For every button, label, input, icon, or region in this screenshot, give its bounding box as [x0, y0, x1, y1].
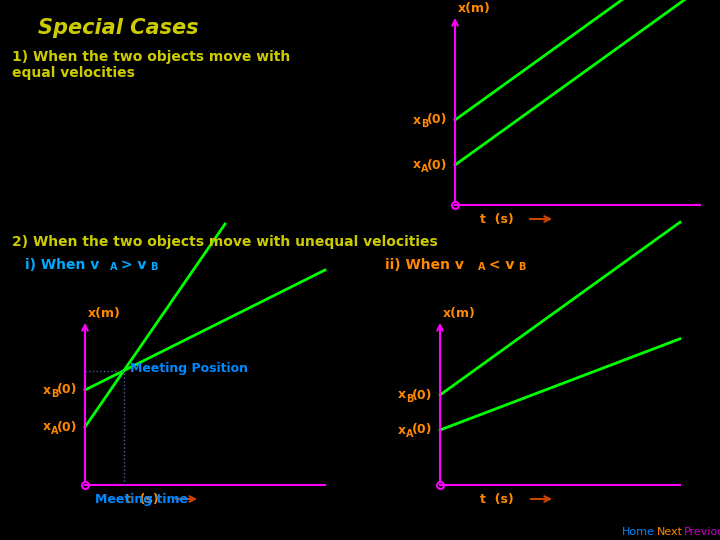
Text: t  (s): t (s) — [480, 492, 514, 505]
Text: i) When v: i) When v — [25, 258, 99, 272]
Text: t  (s): t (s) — [480, 213, 514, 226]
Text: (0): (0) — [427, 159, 448, 172]
Text: (0): (0) — [412, 388, 433, 402]
Text: x(m): x(m) — [88, 307, 121, 320]
Text: B: B — [406, 394, 413, 404]
Text: 2) When the two objects move with unequal velocities: 2) When the two objects move with unequa… — [12, 235, 438, 249]
Text: x: x — [398, 388, 406, 402]
Text: t  (s): t (s) — [125, 492, 158, 505]
Text: ii) When v: ii) When v — [385, 258, 464, 272]
Text: A: A — [421, 164, 428, 174]
Text: A: A — [110, 262, 117, 272]
Text: < v: < v — [484, 258, 514, 272]
Text: (0): (0) — [57, 421, 78, 434]
Text: 1) When the two objects move with
equal velocities: 1) When the two objects move with equal … — [12, 50, 290, 80]
Text: Home: Home — [622, 527, 655, 537]
Text: x(m): x(m) — [458, 2, 491, 15]
Text: Special Cases: Special Cases — [38, 18, 199, 38]
Text: Meeting time: Meeting time — [95, 492, 188, 505]
Text: B: B — [518, 262, 526, 272]
Text: A: A — [51, 426, 58, 436]
Text: Meeting Position: Meeting Position — [130, 362, 248, 375]
Text: Next: Next — [657, 527, 683, 537]
Text: Previous: Previous — [684, 527, 720, 537]
Text: (0): (0) — [57, 383, 78, 396]
Text: x(m): x(m) — [443, 307, 476, 320]
Text: x: x — [398, 423, 406, 436]
Text: B: B — [421, 119, 428, 129]
Text: B: B — [150, 262, 158, 272]
Text: (0): (0) — [427, 113, 448, 126]
Text: A: A — [406, 429, 413, 439]
Text: B: B — [51, 389, 58, 399]
Text: > v: > v — [116, 258, 146, 272]
Text: x: x — [413, 159, 421, 172]
Text: A: A — [478, 262, 485, 272]
Text: x: x — [43, 421, 51, 434]
Text: x: x — [413, 113, 421, 126]
Text: x: x — [43, 383, 51, 396]
Text: (0): (0) — [412, 423, 433, 436]
